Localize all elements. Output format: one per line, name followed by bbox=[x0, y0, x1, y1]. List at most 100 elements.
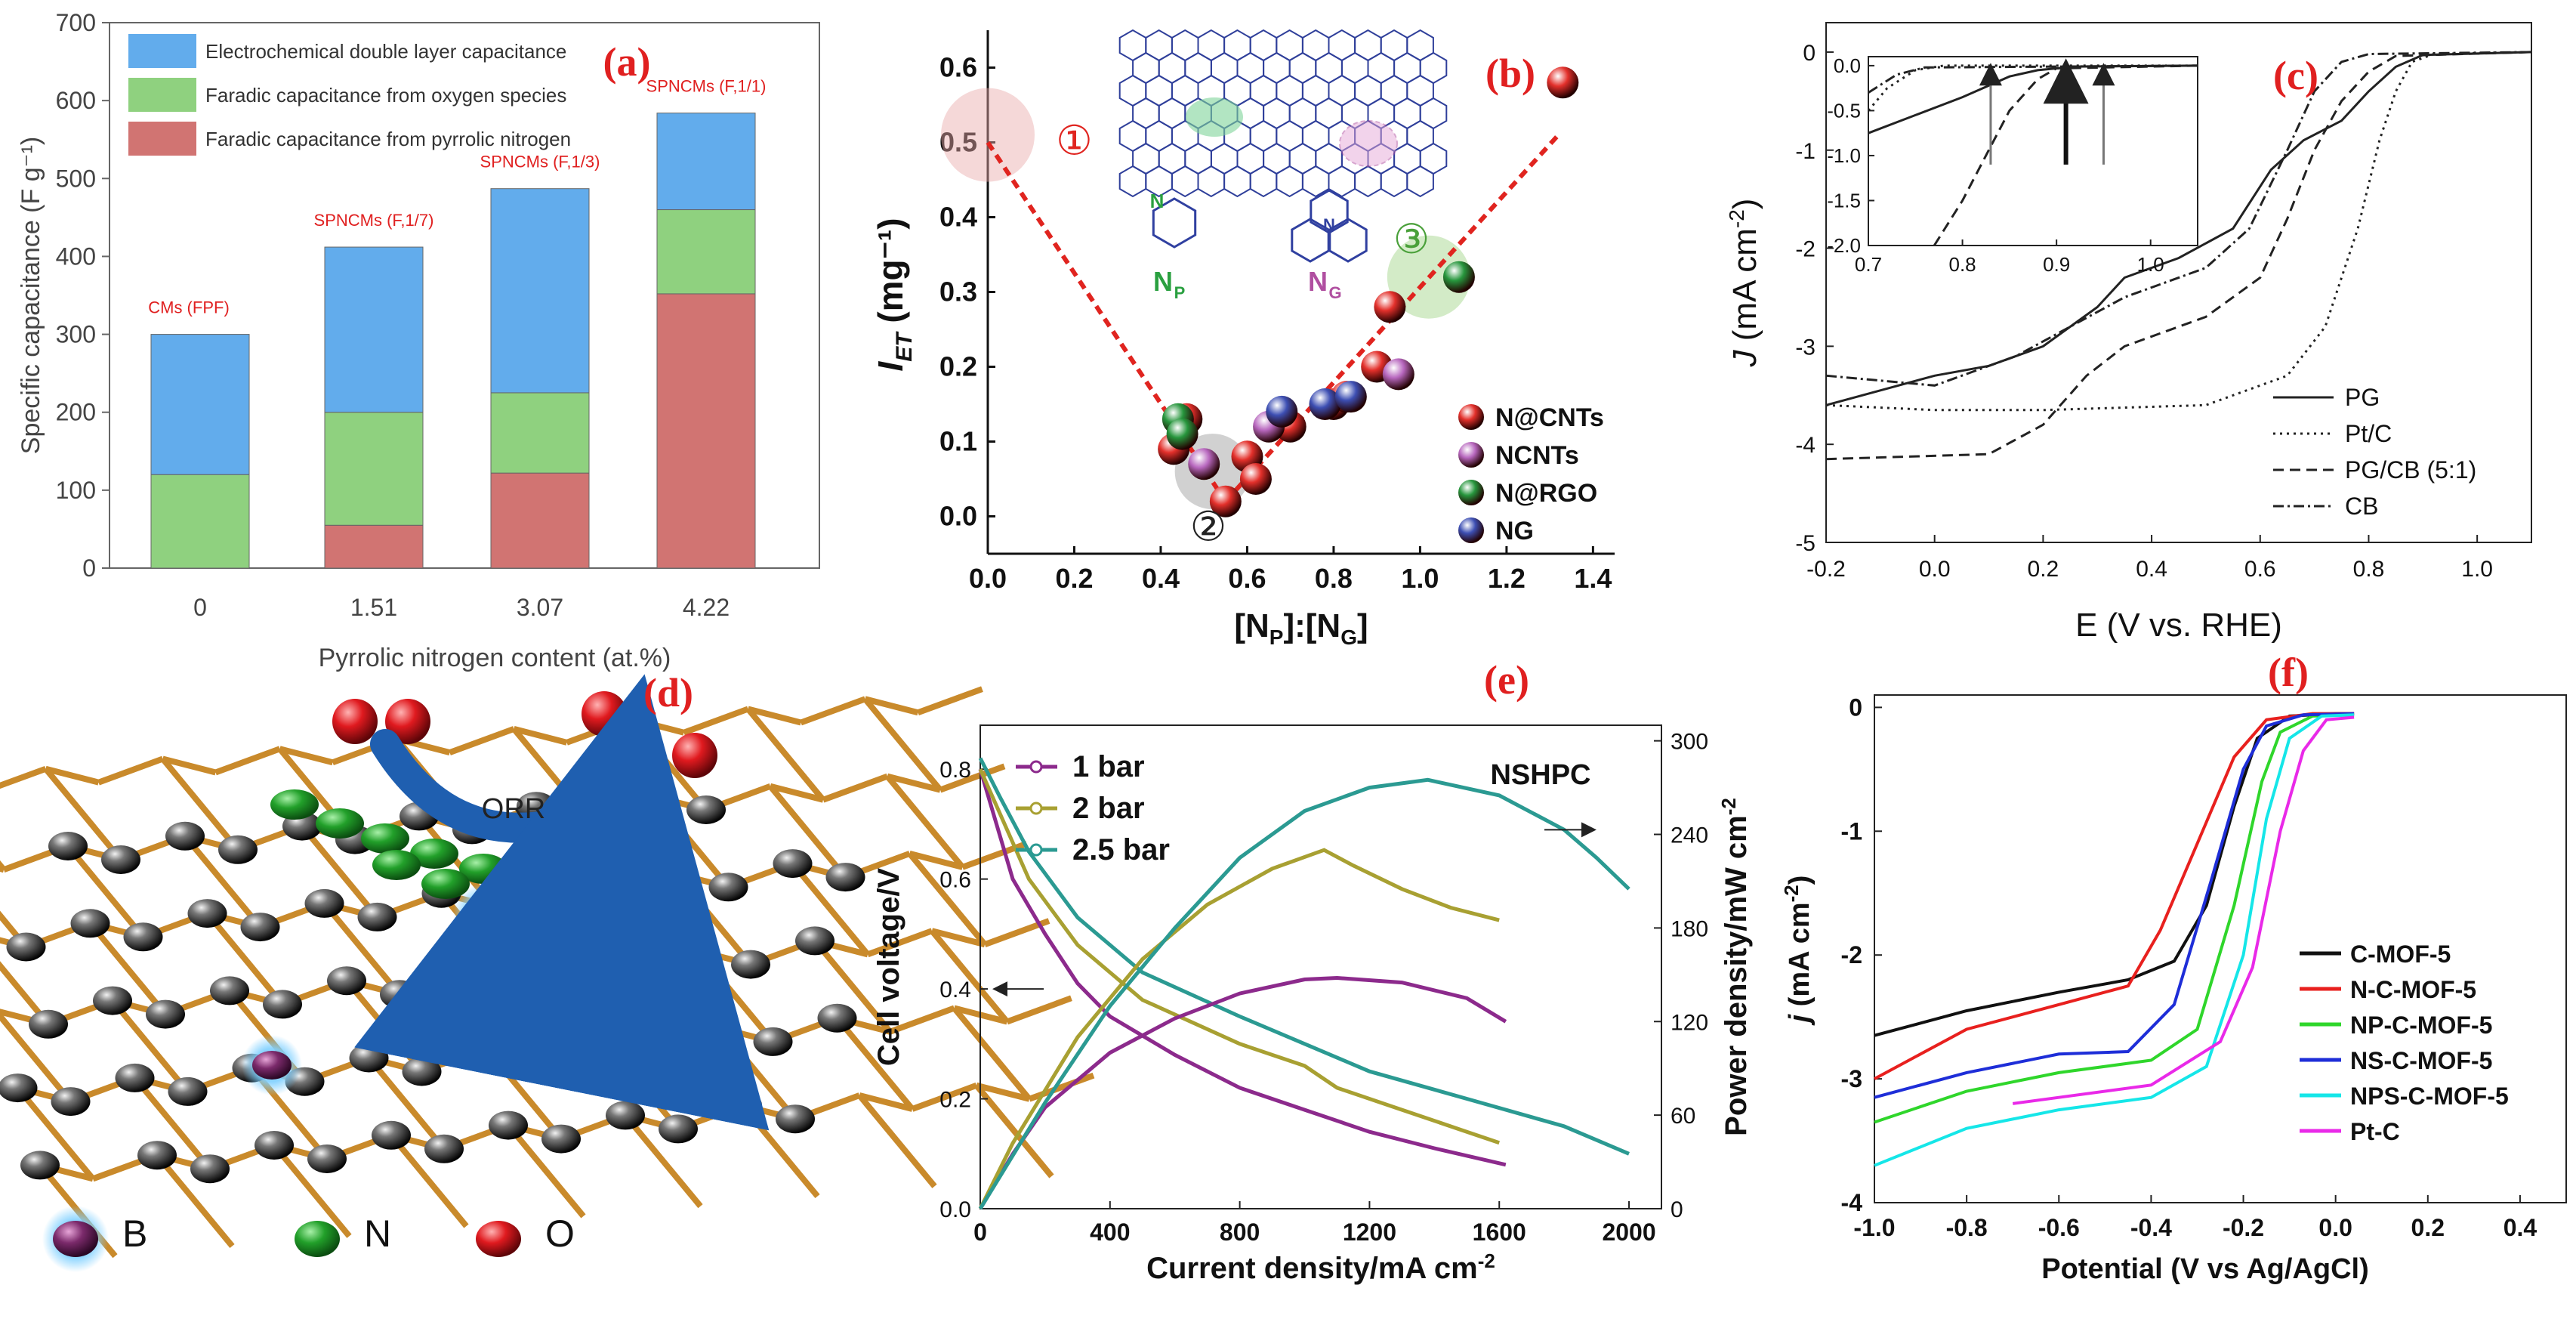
lattice-bond bbox=[929, 928, 1010, 1024]
carbon-atom bbox=[497, 970, 536, 999]
nitrogen-atom bbox=[361, 823, 409, 854]
boron-atom bbox=[252, 1051, 292, 1080]
atom-label: N bbox=[1323, 215, 1335, 234]
legend-label: Faradic capacitance from oxygen species bbox=[205, 84, 566, 107]
series-line bbox=[1825, 51, 2532, 387]
y2-tick-label: 120 bbox=[1671, 1010, 1708, 1035]
carbon-atom bbox=[678, 936, 717, 965]
panel-f-lsv-chart: -1.0 -0.8 -0.6 -0.4 -0.2 0.0 0.2 0.4 0 -1 -2 -3 -4 C-… bbox=[1780, 650, 2567, 1285]
inset-frame bbox=[1868, 56, 2198, 246]
structure-label: N bbox=[1153, 266, 1173, 297]
legend-marker bbox=[1458, 480, 1484, 505]
x-tick-label: 0.0 bbox=[969, 563, 1007, 594]
carbon-atom bbox=[48, 832, 88, 860]
y2-tick-label: 300 bbox=[1671, 730, 1708, 755]
lattice-bond bbox=[973, 1083, 1054, 1178]
lattice-bond bbox=[866, 928, 933, 958]
lattice-bond bbox=[889, 1005, 955, 1035]
bar-segment bbox=[324, 246, 424, 413]
carbon-atom bbox=[218, 835, 258, 864]
lattice-bond bbox=[976, 1082, 1030, 1102]
carbon-atom bbox=[29, 1009, 68, 1039]
x-tick-label: -0.8 bbox=[1946, 1214, 1988, 1241]
x-tick-label: 0.4 bbox=[2136, 557, 2167, 582]
lattice-bond bbox=[132, 1076, 213, 1171]
legend-label: O bbox=[545, 1212, 575, 1255]
carbon-atom bbox=[190, 1154, 230, 1184]
carbon-atom bbox=[349, 1043, 389, 1073]
lattice-bond bbox=[162, 755, 217, 776]
data-point bbox=[1166, 418, 1199, 450]
label-part: ) bbox=[1784, 876, 1816, 885]
inset-y-tick-label: -1.0 bbox=[1827, 144, 1861, 167]
carbon-atom bbox=[444, 956, 483, 985]
bar-annotation: CMs (FPF) bbox=[148, 298, 230, 317]
lattice-bond bbox=[271, 1143, 352, 1238]
x-tick-label: 0.6 bbox=[1228, 563, 1266, 594]
molecule-ring bbox=[1328, 218, 1368, 263]
y-tick-label: 600 bbox=[56, 87, 96, 114]
carbon-atom bbox=[165, 821, 205, 851]
power-curve bbox=[978, 848, 1500, 1210]
lattice-bond bbox=[160, 756, 241, 852]
bar-annotation: SPNCMs (F,1/7) bbox=[314, 211, 434, 230]
carbon-atom bbox=[817, 1003, 857, 1033]
lattice-bond bbox=[388, 1133, 469, 1228]
bar-segment bbox=[490, 188, 590, 394]
x-tick-label: 1.0 bbox=[1401, 563, 1439, 594]
carbon-atom bbox=[825, 863, 865, 892]
bar-segment bbox=[490, 392, 590, 474]
carbon-atom bbox=[255, 1131, 294, 1160]
label-part: (mg⁻¹) bbox=[871, 218, 910, 332]
label-part: ]:[N bbox=[1283, 607, 1340, 644]
trend-line bbox=[986, 141, 1228, 503]
lattice-bond bbox=[864, 696, 919, 716]
legend-label: N bbox=[364, 1212, 391, 1255]
orr-label: ORR bbox=[482, 793, 545, 825]
y-tick-label: 0.4 bbox=[939, 978, 971, 1002]
bar-segment bbox=[324, 524, 424, 569]
carbon-atom bbox=[402, 1057, 442, 1086]
structure-label-sub: P bbox=[1174, 283, 1186, 302]
legend-label: Electrochemical double layer capacitance bbox=[205, 40, 566, 63]
y-tick-label: -5 bbox=[1795, 531, 1816, 556]
inset-series-line bbox=[1867, 64, 2198, 112]
x-tick-label: -0.6 bbox=[2038, 1214, 2080, 1241]
oxygen-atom bbox=[332, 699, 378, 744]
panel-label: (a) bbox=[603, 39, 651, 85]
y-tick-label: 0.4 bbox=[939, 202, 977, 233]
nitrogen-atom bbox=[474, 884, 523, 914]
lattice-hexagon bbox=[1354, 165, 1382, 198]
structure-label-sub: G bbox=[1328, 283, 1341, 302]
y-axis-label: j (mA cm-2) bbox=[1780, 876, 1816, 1027]
plot-frame bbox=[1874, 694, 2567, 1203]
panel-a-bar-chart: 0 100 200 300 400 500 600 700 0 CMs (FPF) 1.51 SPNC… bbox=[17, 9, 820, 672]
molecule-ring bbox=[1152, 197, 1197, 249]
carbon-atom bbox=[101, 845, 140, 874]
voltage-curve bbox=[978, 757, 1630, 1156]
y2-tick-label: 240 bbox=[1671, 823, 1708, 848]
lattice-bond bbox=[97, 755, 164, 786]
y-axis-label: IET (mg⁻¹) bbox=[871, 218, 917, 371]
lattice-bond bbox=[822, 773, 889, 803]
lattice-bond bbox=[835, 1016, 915, 1111]
label-part: I bbox=[871, 361, 910, 372]
lattice-bond bbox=[154, 1153, 235, 1249]
legend-label: N@RGO bbox=[1495, 479, 1597, 508]
lattice-hexagon bbox=[1223, 165, 1251, 198]
lattice-bond bbox=[907, 851, 988, 947]
x-axis-label: [NP]:[NG] bbox=[1234, 607, 1368, 649]
legend-marker bbox=[1458, 442, 1484, 468]
x-tick-label: 4.22 bbox=[683, 594, 730, 621]
lattice-bond bbox=[917, 686, 983, 716]
inset-y-tick-label: -2.0 bbox=[1827, 234, 1861, 257]
y-tick-label: -1 bbox=[1795, 139, 1816, 164]
carbon-atom bbox=[583, 1024, 623, 1053]
carbon-atom bbox=[263, 990, 302, 1019]
carbon-atom bbox=[541, 1124, 581, 1154]
lattice-bond bbox=[0, 765, 47, 789]
lattice-bond bbox=[887, 773, 941, 793]
carbon-atom bbox=[489, 1110, 528, 1140]
data-point bbox=[1382, 358, 1414, 391]
